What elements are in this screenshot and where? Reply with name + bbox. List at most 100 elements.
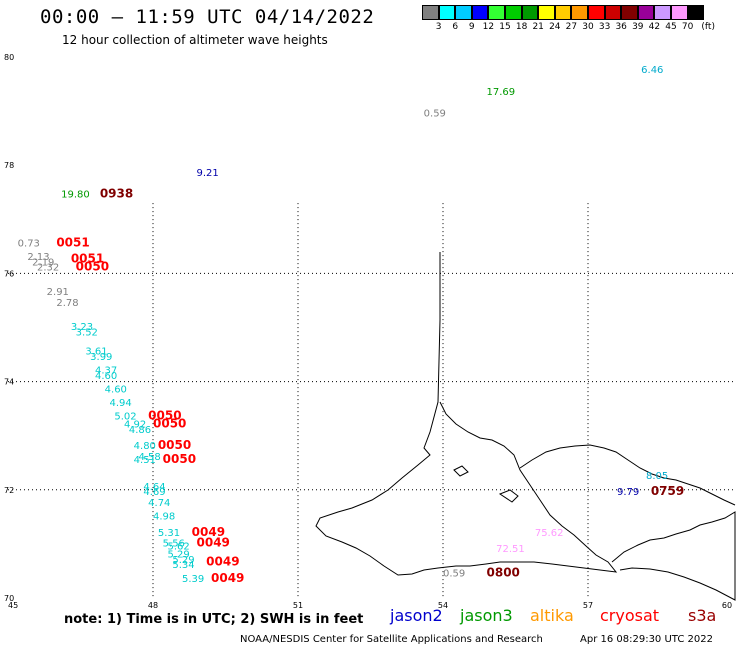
page-subtitle: 12 hour collection of altimeter wave hei… (62, 33, 328, 47)
wave-height-label: 8.05 (646, 471, 668, 482)
page-title: 00:00 — 11:59 UTC 04/14/2022 (40, 6, 375, 28)
timestamp: Apr 16 08:29:30 UTC 2022 (580, 634, 713, 645)
pass-time-label: 0051 (71, 252, 104, 266)
wave-height-label: 2.91 (47, 287, 69, 298)
wave-height-label: 4.64 (143, 482, 165, 493)
wave-height-label: 4.98 (153, 512, 175, 523)
lon-tick-label: 57 (583, 601, 593, 610)
wave-height-label: 5.34 (172, 560, 194, 571)
legend-label: 15 (499, 22, 511, 32)
wave-height-label: 0.59 (443, 568, 465, 579)
wave-height-label: 5.29 (168, 549, 190, 560)
coastline-island (453, 465, 519, 503)
wave-height-label: 4.94 (110, 398, 132, 409)
coastline-east (611, 511, 736, 601)
wave-height-label: 4.58 (139, 452, 161, 463)
legend-label: 6 (452, 22, 459, 32)
legend-swatch (422, 5, 439, 20)
wave-height-label: 17.69 (487, 87, 516, 98)
wave-height-label: 5.56 (163, 539, 185, 550)
wave-height-label: 5.02 (114, 411, 136, 422)
wave-height-label: 0.59 (424, 109, 446, 120)
wave-height-label: 5.31 (158, 528, 180, 539)
lon-tick-label: 60 (722, 601, 732, 610)
legend-swatch (504, 5, 522, 20)
wave-height-label: 3.61 (85, 347, 107, 358)
legend-label: 39 (632, 22, 644, 32)
wave-height-label: 4.69 (143, 487, 165, 498)
pass-time-label: 0050 (76, 260, 109, 274)
satellite-jason2: jason2 (390, 606, 443, 625)
legend-swatch (587, 5, 605, 20)
wave-height-label: 4.80 (134, 441, 156, 452)
legend-swatch (554, 5, 572, 20)
satellite-cryosat: cryosat (600, 606, 660, 625)
pass-time-label: 0759 (651, 484, 684, 498)
wave-height-label: 19.80 (61, 190, 90, 201)
legend-swatch (488, 5, 505, 20)
wave-height-label: 2.19 (32, 257, 54, 268)
wave-height-label: 9.21 (197, 168, 219, 179)
legend-swatch (571, 5, 588, 20)
lon-tick-label: 45 (8, 601, 18, 610)
legend-swatch (670, 5, 688, 20)
coastline (315, 252, 736, 601)
legend-swatch (538, 5, 555, 20)
legend-swatch (621, 5, 638, 20)
legend-unit: (ft) (701, 22, 715, 32)
lat-tick-label: 74 (4, 378, 14, 387)
lat-tick-label: 72 (4, 486, 14, 495)
pass-time-label: 0050 (163, 452, 196, 466)
satellite-s3a: s3a (688, 606, 717, 625)
legend-label: 36 (615, 22, 627, 32)
legend-label: 70 (681, 22, 694, 32)
wave-height-label: 2.32 (37, 263, 59, 274)
lon-tick-label: 51 (293, 601, 303, 610)
wave-height-label: 4.74 (148, 498, 170, 509)
legend-swatch (687, 5, 705, 20)
legend-label: 9 (468, 22, 475, 32)
legend-swatch (471, 5, 489, 20)
legend-label: 3 (435, 22, 442, 32)
lon-tick-label: 48 (148, 601, 158, 610)
wave-height-label: 4.51 (134, 455, 156, 466)
color-legend (422, 5, 705, 20)
legend-label: 42 (648, 22, 661, 32)
wave-height-label: 5.29 (172, 555, 194, 566)
legend-swatch (604, 5, 622, 20)
legend-swatch (637, 5, 655, 20)
wave-height-label: 5.62 (168, 541, 190, 552)
wave-height-label: 3.23 (71, 322, 93, 333)
pass-time-label: 0049 (211, 571, 244, 585)
pass-time-label: 0800 (487, 565, 520, 579)
coastline-main (315, 252, 618, 576)
pass-time-label: 0050 (148, 408, 181, 422)
footer-note: note: 1) Time is in UTC; 2) SWH is in fe… (64, 612, 364, 627)
wave-height-label: 72.51 (496, 544, 525, 555)
legend-swatch (455, 5, 472, 20)
lat-tick-label: 78 (4, 161, 14, 170)
wave-height-label: 2.13 (27, 252, 49, 263)
lat-tick-label: 80 (4, 53, 14, 62)
pass-time-label: 0938 (100, 187, 133, 201)
wave-height-label: 3.99 (90, 352, 112, 363)
wave-height-label: 4.86 (129, 425, 151, 436)
pass-time-label: 0051 (56, 235, 89, 249)
wave-height-label: 9.79 (617, 487, 639, 498)
wave-height-label: 0.73 (18, 238, 40, 249)
legend-label: 45 (665, 22, 677, 32)
pass-time-label: 0049 (192, 525, 225, 539)
legend-label: 24 (549, 22, 561, 32)
legend-swatch (438, 5, 456, 20)
wave-height-label: 4.37 (95, 365, 117, 376)
credit-line: NOAA/NESDIS Center for Satellite Applica… (240, 634, 543, 645)
pass-time-label: 0049 (206, 555, 239, 569)
legend-label: 18 (515, 22, 528, 32)
wave-height-label: 5.39 (182, 574, 204, 585)
wave-height-label: 3.52 (76, 328, 98, 339)
pass-time-label: 0050 (153, 417, 186, 431)
pass-time-label: 0049 (197, 536, 230, 550)
